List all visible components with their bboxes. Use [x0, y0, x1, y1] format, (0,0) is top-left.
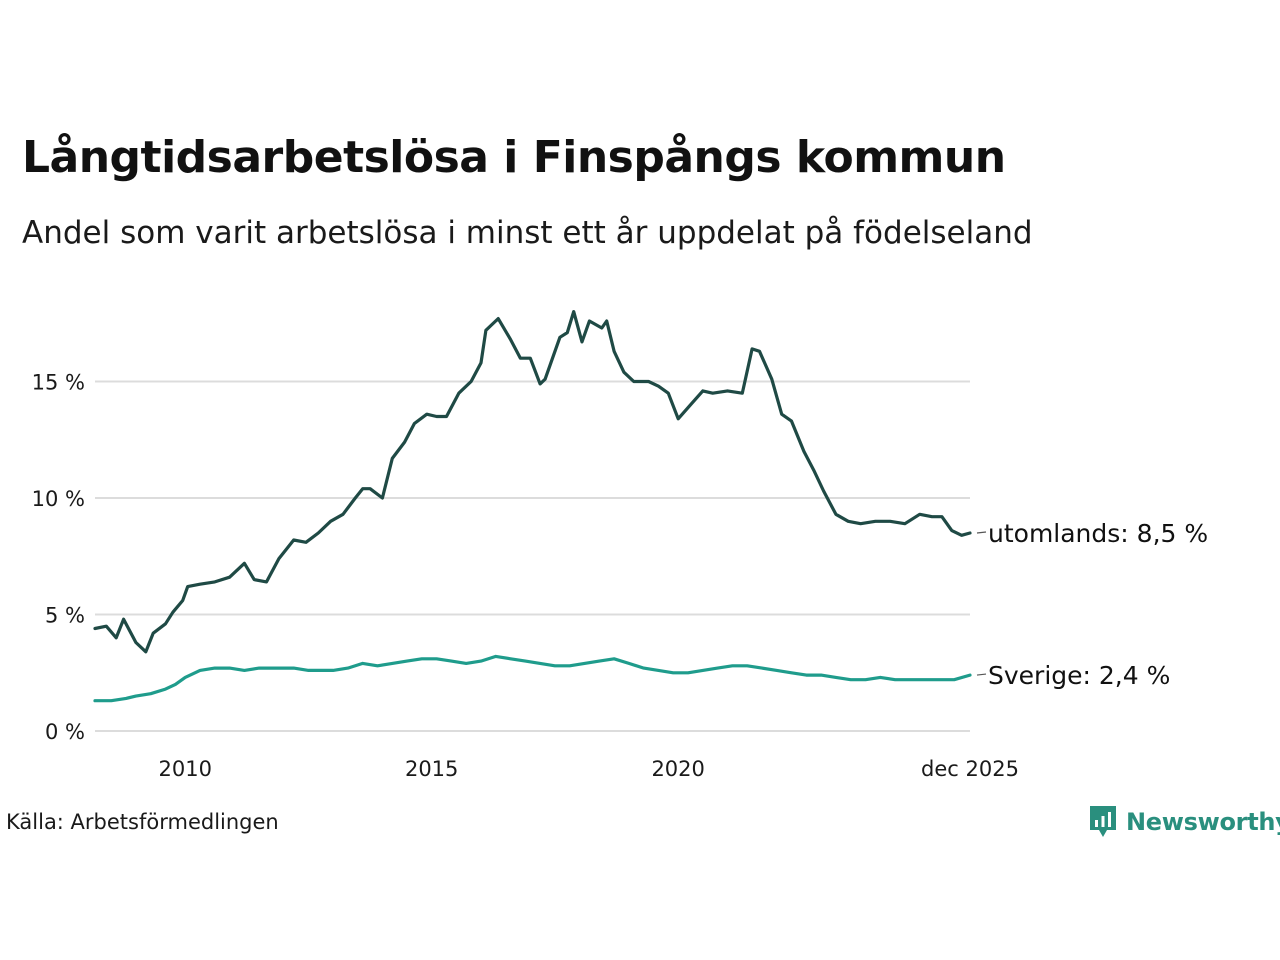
y-tick-label: 10 % [32, 487, 85, 511]
y-tick-label: 5 % [45, 604, 85, 628]
chart-title: Långtidsarbetslösa i Finspångs kommun [22, 132, 1006, 183]
newsworthy-logo-icon [1090, 806, 1116, 837]
x-tick-label: 2010 [158, 757, 211, 781]
x-tick-label: dec 2025 [921, 757, 1019, 781]
x-tick-label: 2020 [651, 757, 704, 781]
source-note: Källa: Arbetsförmedlingen [6, 810, 279, 834]
end-label-connector [976, 531, 987, 534]
y-tick-label: 0 % [45, 720, 85, 744]
series-line-utomlands [93, 310, 972, 654]
x-tick-label: 2015 [405, 757, 458, 781]
brand-logo: Newsworthy [1088, 804, 1280, 840]
series-line-sverige [93, 654, 972, 703]
series-end-label-sverige: Sverige: 2,4 % [988, 661, 1170, 690]
end-label-connector [976, 673, 987, 676]
series-end-label-utomlands: utomlands: 8,5 % [988, 519, 1208, 548]
brand-name: Newsworthy [1126, 808, 1280, 836]
y-tick-label: 15 % [32, 371, 85, 395]
chart-subtitle: Andel som varit arbetslösa i minst ett å… [22, 215, 1033, 251]
